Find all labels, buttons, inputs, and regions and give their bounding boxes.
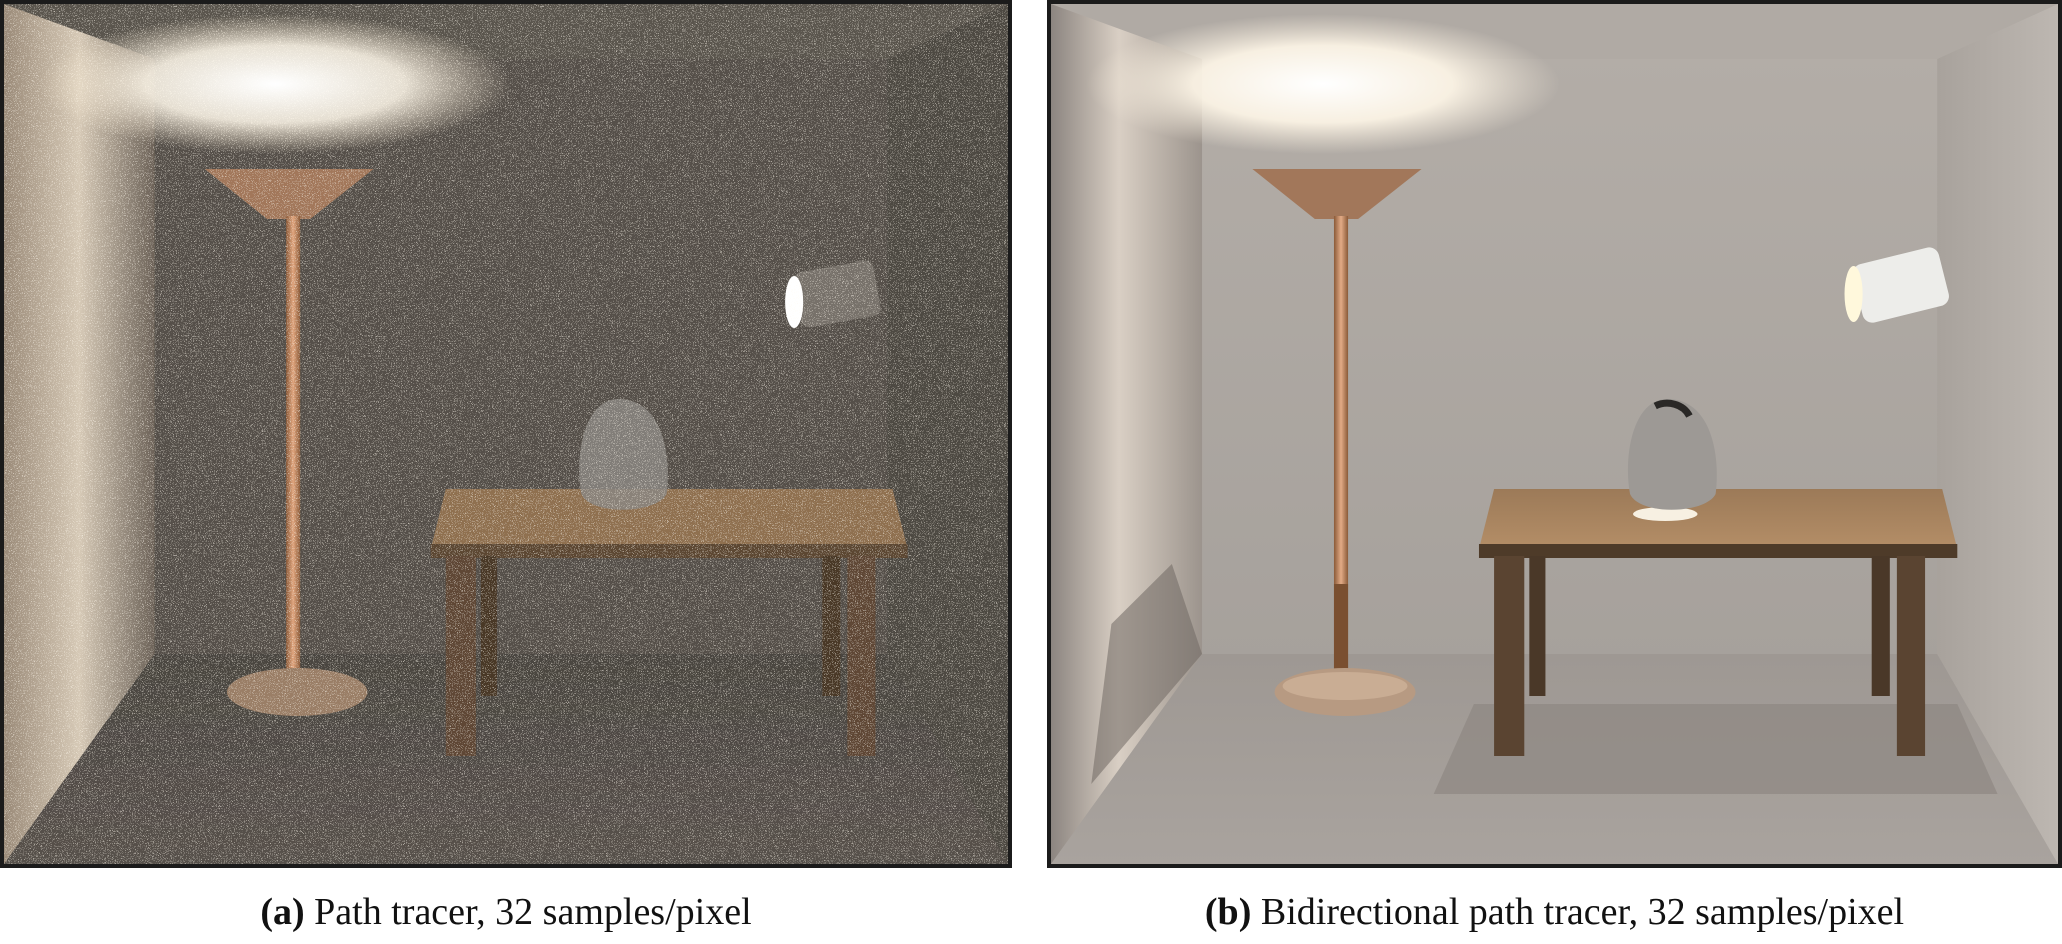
render-image-bidirectional: [1047, 0, 2062, 868]
caption-label-b: (b): [1204, 891, 1252, 933]
smooth-room-render-icon: [1051, 4, 2058, 864]
caption-bidirectional: (b) Bidirectional path tracer, 32 sample…: [1047, 888, 2062, 936]
caption-text-b: Bidirectional path tracer, 32 samples/pi…: [1260, 891, 1905, 933]
noisy-room-render-icon: [4, 4, 1008, 864]
render-image-path-tracer: [0, 0, 1012, 868]
caption-label-a: (a): [260, 891, 305, 933]
caption-path-tracer: (a) Path tracer, 32 samples/pixel: [0, 888, 1012, 936]
caption-text-a: Path tracer, 32 samples/pixel: [314, 891, 752, 933]
